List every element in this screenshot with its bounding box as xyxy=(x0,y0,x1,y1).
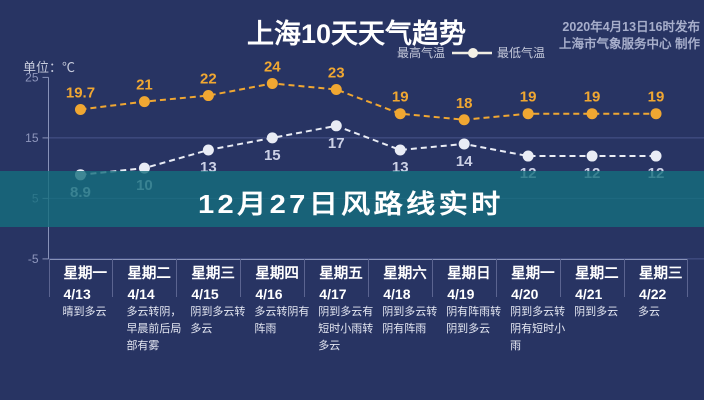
svg-text:18: 18 xyxy=(456,95,473,112)
svg-text:19: 19 xyxy=(648,89,665,106)
svg-text:-5: -5 xyxy=(28,252,39,266)
svg-text:25: 25 xyxy=(25,70,39,84)
svg-text:15: 15 xyxy=(264,147,281,164)
svg-text:17: 17 xyxy=(328,135,345,152)
svg-text:22: 22 xyxy=(200,71,217,88)
svg-text:14: 14 xyxy=(456,153,473,170)
svg-text:23: 23 xyxy=(328,65,345,82)
svg-text:19: 19 xyxy=(520,89,537,106)
svg-text:21: 21 xyxy=(136,77,153,94)
svg-text:15: 15 xyxy=(25,131,39,145)
svg-text:19: 19 xyxy=(392,89,409,106)
svg-text:19: 19 xyxy=(584,89,601,106)
svg-text:19.7: 19.7 xyxy=(66,84,95,101)
svg-text:24: 24 xyxy=(264,58,281,75)
